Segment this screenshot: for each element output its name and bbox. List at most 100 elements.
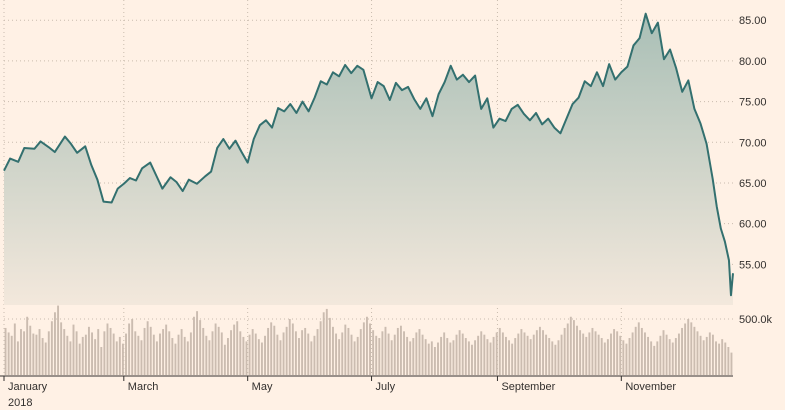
volume-bar bbox=[489, 342, 492, 375]
volume-bar bbox=[168, 331, 171, 375]
volume-bar bbox=[378, 338, 381, 375]
volume-bar bbox=[523, 332, 526, 375]
volume-bar bbox=[109, 327, 112, 375]
volume-bar bbox=[446, 338, 449, 375]
price-tick-label: 70.00 bbox=[739, 137, 767, 149]
volume-bar bbox=[193, 316, 195, 375]
volume-bar bbox=[285, 326, 288, 375]
volume-bar bbox=[47, 331, 50, 375]
volume-bar bbox=[687, 319, 690, 375]
volume-bar bbox=[57, 305, 60, 375]
volume-bar bbox=[362, 322, 365, 375]
volume-bar bbox=[396, 327, 399, 375]
volume-bar bbox=[251, 329, 254, 375]
volume-bar bbox=[63, 329, 66, 375]
volume-bar bbox=[372, 330, 375, 375]
volume-bar bbox=[81, 336, 84, 375]
volume-bar bbox=[613, 329, 616, 375]
volume-bar bbox=[563, 327, 566, 375]
volume-bar bbox=[220, 332, 223, 375]
volume-bar bbox=[294, 331, 297, 375]
volume-bar bbox=[532, 334, 535, 375]
volume-bar bbox=[486, 339, 489, 375]
volume-bar bbox=[106, 323, 109, 375]
volume-bar bbox=[644, 332, 646, 375]
volume-bar bbox=[143, 327, 146, 375]
volume-bar bbox=[662, 330, 665, 375]
volume-bar bbox=[461, 333, 464, 375]
volume-bar bbox=[69, 341, 72, 375]
volume-bar bbox=[245, 341, 248, 375]
volume-bar bbox=[202, 327, 205, 375]
volume-bar bbox=[134, 331, 137, 375]
volume-bar bbox=[307, 333, 310, 375]
volume-bar bbox=[248, 334, 251, 375]
volume-bar bbox=[705, 336, 708, 375]
volume-bar bbox=[403, 331, 405, 375]
volume-bar bbox=[316, 329, 319, 375]
volume-bar bbox=[242, 336, 245, 375]
volume-bar bbox=[41, 338, 44, 375]
volume-bar bbox=[597, 334, 600, 375]
volume-bar bbox=[715, 341, 717, 375]
volume-bar bbox=[137, 335, 140, 375]
volume-bar bbox=[322, 312, 325, 375]
volume-bar bbox=[576, 325, 578, 375]
volume-bar bbox=[226, 338, 229, 375]
volume-bar bbox=[23, 331, 26, 375]
volume-bar bbox=[26, 316, 29, 375]
volume-bar bbox=[458, 330, 461, 375]
volume-bar bbox=[455, 334, 458, 375]
volume-bar bbox=[100, 347, 103, 375]
volume-bar bbox=[430, 341, 433, 375]
volume-bar bbox=[282, 332, 285, 375]
volume-bar bbox=[118, 336, 121, 375]
volume-bar bbox=[699, 335, 702, 375]
price-line bbox=[3, 12, 734, 297]
volume-bar bbox=[684, 323, 687, 375]
volume-bar bbox=[165, 324, 168, 375]
volume-bar bbox=[196, 311, 199, 375]
month-tick-label: March bbox=[128, 381, 159, 393]
volume-bar bbox=[495, 332, 498, 375]
volume-bar bbox=[634, 326, 637, 375]
volume-bar bbox=[60, 322, 63, 375]
volume-bar bbox=[223, 344, 226, 375]
volume-bar bbox=[211, 331, 214, 375]
volume-bar bbox=[381, 331, 384, 375]
volume-bar bbox=[16, 341, 19, 375]
volume-bar bbox=[538, 326, 541, 375]
volume-bars bbox=[4, 305, 733, 375]
month-tick-label: May bbox=[252, 381, 273, 393]
volume-bar bbox=[600, 338, 603, 375]
volume-bar bbox=[526, 335, 529, 375]
volume-bar bbox=[427, 343, 430, 375]
volume-bar bbox=[72, 324, 75, 375]
volume-bar bbox=[146, 321, 149, 375]
volume-bar bbox=[121, 343, 124, 375]
volume-bar bbox=[112, 333, 115, 375]
volume-bar bbox=[264, 335, 266, 375]
volume-bar bbox=[560, 334, 563, 375]
volume-bar bbox=[498, 327, 501, 375]
volume-bar bbox=[335, 333, 338, 375]
volume-bar bbox=[91, 332, 93, 375]
volume-bar bbox=[665, 334, 668, 375]
volume-bar bbox=[572, 320, 575, 375]
price-tick-label: 55.00 bbox=[739, 259, 767, 271]
volume-bar bbox=[449, 342, 452, 375]
volume-bar bbox=[359, 329, 362, 375]
volume-bar bbox=[301, 330, 304, 375]
volume-bar bbox=[20, 329, 22, 375]
volume-bar bbox=[291, 323, 294, 375]
volume-bar bbox=[548, 338, 551, 375]
volume-bar bbox=[270, 322, 273, 375]
volume-bar bbox=[409, 341, 412, 375]
volume-bar bbox=[677, 333, 680, 375]
volume-bar bbox=[452, 340, 455, 375]
volume-bar bbox=[140, 340, 143, 375]
volume-bar bbox=[708, 332, 711, 375]
month-tick-label: November bbox=[625, 381, 676, 393]
volume-bar bbox=[44, 342, 47, 375]
volume-bar bbox=[606, 339, 609, 375]
